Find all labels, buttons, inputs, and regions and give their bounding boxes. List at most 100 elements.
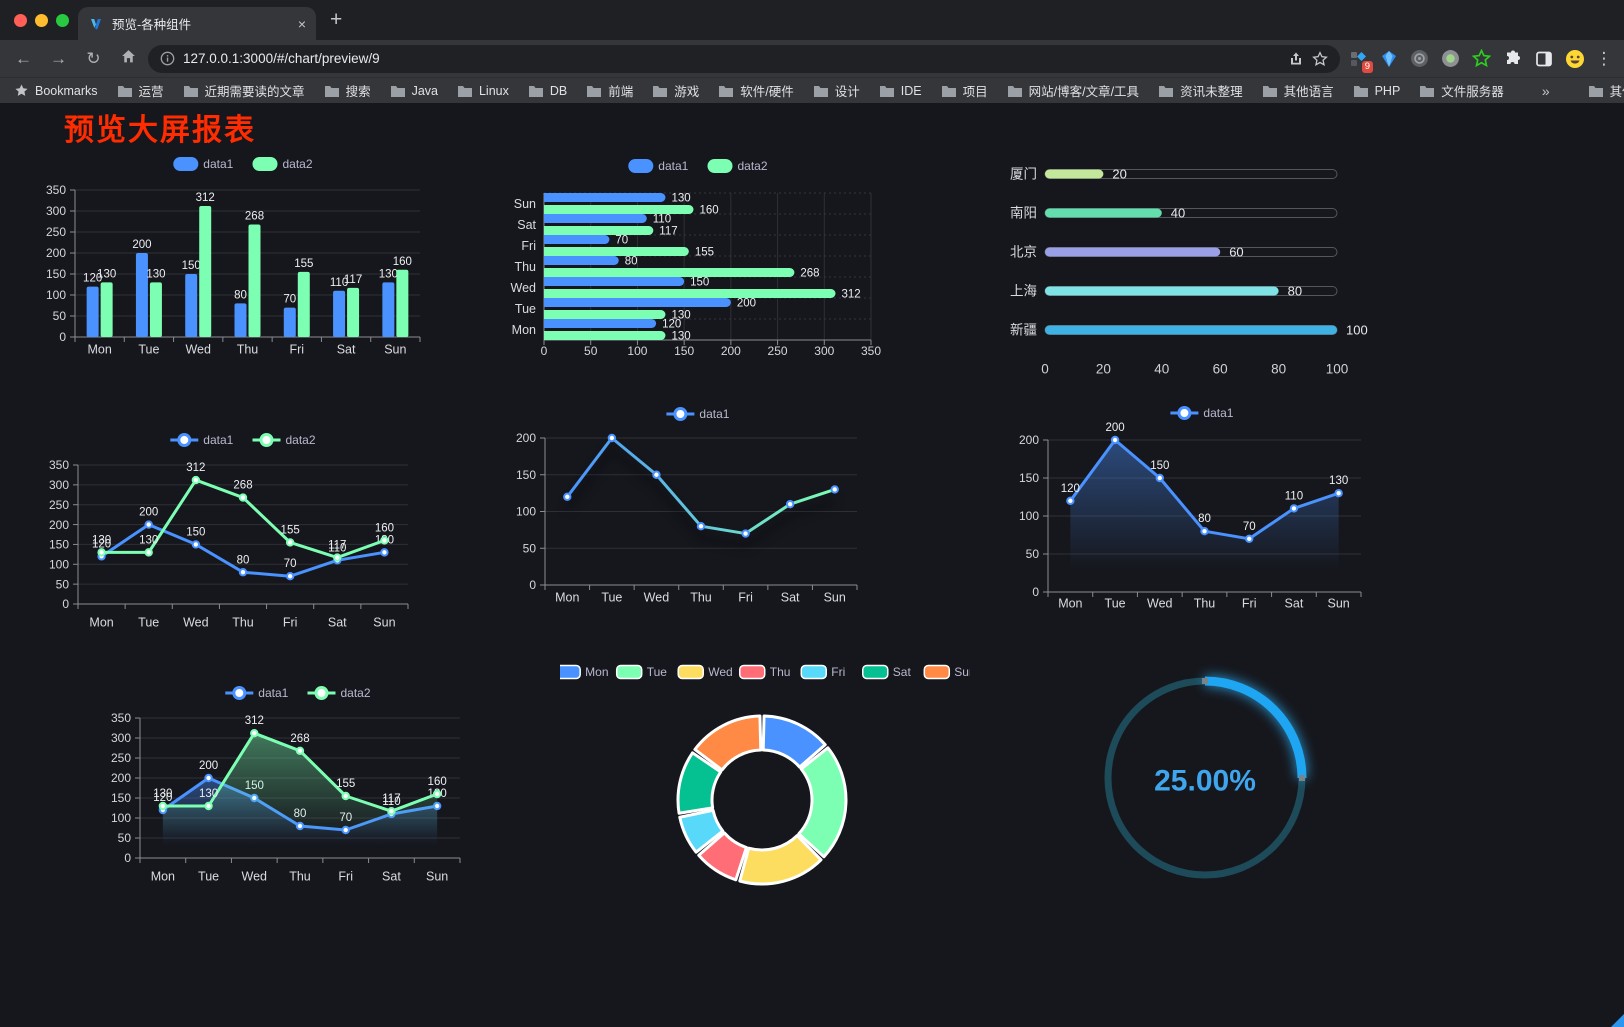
pie-slice-Fri[interactable] [678,808,725,854]
hbar-data1[interactable] [544,235,610,244]
extension-knot-icon[interactable] [1406,46,1433,72]
data-point[interactable] [607,433,617,443]
bar-data2[interactable] [199,205,212,337]
url-text[interactable]: 127.0.0.1:3000/#/chart/preview/9 [183,51,380,66]
bookmarks-overflow-chevron[interactable]: » [1541,82,1550,99]
legend-item[interactable]: data1 [173,157,234,171]
window-close-button[interactable] [14,14,27,27]
data-point[interactable] [1245,534,1254,544]
data-point[interactable] [204,801,213,811]
data-point[interactable] [144,548,153,557]
bar-data1[interactable] [185,274,198,337]
data-point[interactable] [250,729,259,738]
pie-slice-Sat[interactable] [676,751,723,815]
data-point[interactable] [830,485,839,494]
data-point[interactable] [1110,435,1120,445]
two-series-line-chart-canvas[interactable]: data1 data2 0 50 100 150 200 250 300 350 Mon Tue Wed… [45,425,435,637]
legend-item[interactable]: data1 [1170,406,1234,420]
hbar-data2[interactable] [544,247,689,256]
bar-data1[interactable] [283,307,296,337]
hbar-data2[interactable] [544,268,795,277]
data-point[interactable] [158,801,168,811]
bar-data1[interactable] [135,253,148,337]
bar-data1[interactable] [333,290,346,337]
forward-button[interactable]: → [50,48,67,68]
bookmark-item[interactable]: 游戏 [652,81,699,100]
bookmark-item[interactable]: 前端 [586,81,633,100]
bookmark-item[interactable]: 网站/博客/文章/工具 [1007,81,1139,100]
legend-item[interactable]: data1 [170,433,234,447]
data-point[interactable] [97,548,106,557]
bookmark-star-icon[interactable] [1312,50,1328,67]
bookmark-item[interactable]: 设计 [813,81,860,100]
reload-button[interactable]: ↻ [86,48,101,68]
progress-fill[interactable] [1045,325,1337,335]
data-point[interactable] [333,553,342,562]
bookmark-item[interactable]: IDE [879,84,922,98]
donut-chart[interactable]: Mon Tue Wed Thu Fri Sat Sun [560,648,970,910]
legend-item[interactable]: data1 [666,407,730,421]
legend-item[interactable]: data2 [307,686,371,700]
hbar-data2[interactable] [544,205,694,214]
grouped-bar-chart[interactable]: data1 data2 0 50 100 150 200 250 300 350 Mon Tue Wed… [45,150,435,365]
other-bookmarks[interactable]: 其他书签 [1588,81,1624,100]
extensions-puzzle-icon[interactable] [1499,46,1526,72]
two-series-area-chart-canvas[interactable]: data1 data2 0 50 100 150 200 250 300 350 Mon Tue Wed… [105,678,495,893]
line-data1[interactable] [566,436,836,536]
data-point[interactable] [295,746,305,756]
browser-tab[interactable]: 预览-各种组件 × [78,7,316,40]
two-series-area-chart[interactable]: data1 data2 0 50 100 150 200 250 300 350 Mon Tue Wed… [105,678,495,893]
sidebar-toggle-icon[interactable] [1530,46,1557,72]
donut-chart-canvas[interactable]: Mon Tue Wed Thu Fri Sat Sun [560,648,970,910]
data-point[interactable] [1334,489,1343,498]
gauge-progress-ring-canvas[interactable]: 25.00% [1040,658,1380,908]
bookmark-item[interactable]: DB [528,84,567,98]
city-progress-bars-canvas[interactable]: 厦门 20 南阳 40 北京 60 上海 80 新疆 100 0 20 40 60 80 100 [995,160,1380,385]
hbar-data2[interactable] [544,331,666,340]
hbar-data1[interactable] [544,298,731,307]
hbar-data2[interactable] [544,226,654,235]
extension-proxy-icon[interactable]: 9 [1344,46,1373,73]
legend-item[interactable]: data2 [252,157,313,171]
data-point[interactable] [1289,504,1299,513]
data-point[interactable] [380,548,389,557]
data-point[interactable] [191,540,201,549]
extension-gem-icon[interactable] [1375,46,1402,72]
legend-item[interactable]: Sat [862,664,912,680]
hbar-data2[interactable] [544,289,836,298]
progress-fill[interactable] [1045,169,1104,179]
progress-fill[interactable] [1045,247,1221,257]
data-point[interactable] [785,499,795,509]
bar-data1[interactable] [234,303,247,337]
legend-item[interactable]: Tue [615,664,668,680]
data-point[interactable] [191,475,201,485]
window-zoom-button[interactable] [56,14,69,27]
bookmark-item[interactable]: 搜索 [324,81,371,100]
bookmark-item[interactable]: 文件服务器 [1419,81,1504,100]
hbar-data1[interactable] [544,214,647,223]
data-point[interactable] [1155,473,1164,483]
bookmark-item[interactable]: Java [390,84,438,98]
data-point[interactable] [563,492,572,502]
gradient-line-chart[interactable]: data1 0 50 100 150 200 Mon Tue Wed Thu Fri Sat Sun [505,400,895,612]
legend-item[interactable]: Wed [677,664,733,680]
bookmark-item[interactable]: PHP [1353,84,1400,98]
data-point[interactable] [387,807,396,816]
legend-item[interactable]: data1 [628,159,689,173]
data-point[interactable] [1066,496,1075,506]
bar-data1[interactable] [382,282,395,337]
legend-item[interactable]: data2 [707,159,768,173]
legend-item[interactable]: data1 [225,686,289,700]
bookmark-item[interactable]: 软件/硬件 [718,81,794,100]
pie-slice-Tue[interactable] [797,746,848,859]
hbar-data1[interactable] [544,277,685,286]
legend-item[interactable]: Sun [923,664,970,680]
bar-data2[interactable] [347,287,360,337]
pie-slice-Wed[interactable] [738,834,823,886]
bookmark-item[interactable]: 其他语言 [1262,81,1334,100]
new-tab-button[interactable]: + [330,8,343,31]
bar-data2[interactable] [297,271,310,337]
horizontal-bar-chart[interactable]: data1 data2 0 50 100 150 200 250 300 350 Sun 130 160… [505,152,895,367]
site-info-icon[interactable] [160,51,175,66]
extension-star-icon[interactable] [1468,46,1495,72]
